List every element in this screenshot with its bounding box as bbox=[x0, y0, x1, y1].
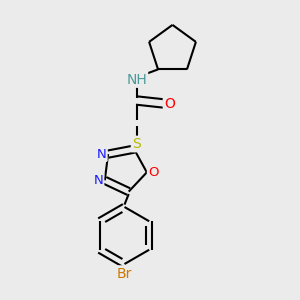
Text: O: O bbox=[148, 166, 159, 179]
Text: N: N bbox=[93, 174, 103, 187]
Text: NH: NH bbox=[126, 73, 147, 86]
Text: O: O bbox=[164, 97, 175, 110]
Text: N: N bbox=[97, 148, 106, 160]
Text: Br: Br bbox=[117, 267, 132, 280]
Text: S: S bbox=[132, 137, 141, 151]
